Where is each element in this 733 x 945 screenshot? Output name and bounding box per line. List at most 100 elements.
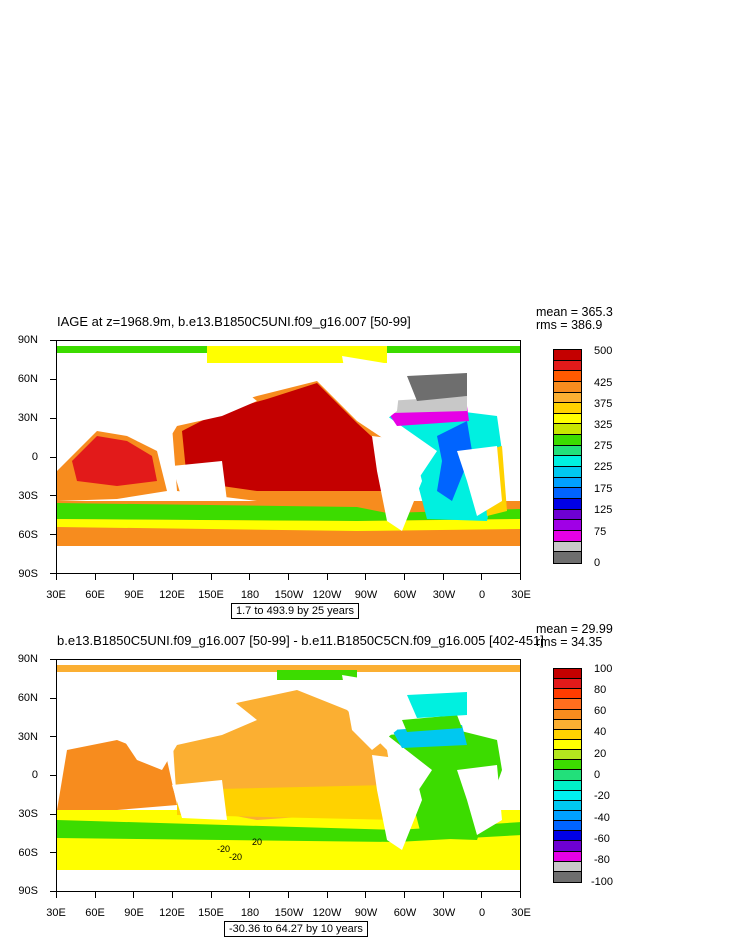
p2-lon-label: 60W — [393, 907, 417, 919]
p2-cbar-label: 0 — [594, 769, 601, 781]
p1-lon-label: 30W — [432, 589, 456, 601]
colorbar-swatch — [554, 413, 581, 425]
p2-arctic-green — [277, 670, 357, 680]
colorbar-swatch — [554, 719, 581, 730]
colorbar-swatch — [554, 699, 581, 710]
p2-arctic — [57, 665, 520, 672]
p1-lon-label: 150W — [274, 589, 304, 601]
p2-lon-label: 180 — [240, 907, 260, 919]
colorbar-swatch — [554, 739, 581, 751]
p2-labrador — [402, 715, 462, 732]
panel2-range-box: -30.36 to 64.27 by 10 years — [224, 921, 368, 937]
p1-cbar-label: 75 — [594, 526, 607, 538]
axis-tick — [443, 574, 444, 580]
p1-lon-label: 180 — [240, 589, 260, 601]
p2-lon-label: 120W — [312, 907, 342, 919]
p2-lat-label: 90N — [17, 653, 38, 665]
p1-cbar-label: 225 — [594, 461, 613, 473]
p2-land-asia — [112, 695, 257, 770]
axis-tick — [288, 892, 289, 898]
p1-lon-label: 60E — [85, 589, 105, 601]
colorbar-swatch — [554, 841, 581, 852]
axis-tick — [404, 892, 405, 898]
axis-tick — [50, 775, 56, 776]
p2-cbar-label: 80 — [594, 684, 607, 696]
p2-cbar-label: -20 — [594, 790, 610, 802]
p1-lat-label: 90S — [18, 568, 38, 580]
colorbar-swatch — [554, 350, 581, 361]
axis-tick — [249, 892, 250, 898]
p1-lat-label: 30N — [17, 412, 38, 424]
axis-tick — [50, 379, 56, 380]
panel2-map: -20 -20 20 — [56, 659, 521, 892]
axis-tick — [50, 418, 56, 419]
p2-lon-label: 90E — [124, 907, 144, 919]
p2-lat-label: 30N — [17, 731, 38, 743]
p1-lon-label: 120E — [159, 589, 185, 601]
p1-cbar-label: 325 — [594, 419, 613, 431]
axis-tick — [50, 534, 56, 535]
axis-tick — [365, 574, 366, 580]
p1-cbar-label: 500 — [594, 345, 613, 357]
axis-tick — [327, 892, 328, 898]
p2-lon-label: 90W — [354, 907, 378, 919]
p1-cbar-label: 175 — [594, 483, 613, 495]
axis-tick — [211, 892, 212, 898]
colorbar-swatch — [554, 780, 581, 791]
p2-lat-label: 0 — [31, 769, 38, 781]
colorbar-swatch — [554, 381, 581, 393]
colorbar-swatch — [554, 760, 581, 771]
p2-lon-label: 30E — [46, 907, 66, 919]
p1-atlantic-deep — [437, 421, 472, 501]
p2-contour-label: -20 — [229, 852, 242, 862]
p1-lon-label: 0 — [478, 589, 486, 601]
axis-tick — [481, 892, 482, 898]
p1-lon-label: 60W — [393, 589, 417, 601]
colorbar-swatch — [554, 541, 581, 553]
axis-tick — [50, 573, 56, 574]
axis-tick — [50, 495, 56, 496]
panel2-field: -20 -20 20 — [57, 665, 520, 891]
p2-cbar-label: 100 — [594, 663, 613, 675]
colorbar-swatch — [554, 392, 581, 404]
axis-tick — [50, 698, 56, 699]
p1-arctic-yellow — [207, 346, 387, 363]
colorbar-swatch — [554, 770, 581, 781]
p1-lat-label: 0 — [31, 451, 38, 463]
colorbar-swatch — [554, 679, 581, 690]
panel1-title: IAGE at z=1968.9m, b.e13.B1850C5UNI.f09_… — [57, 314, 411, 329]
axis-tick — [50, 891, 56, 892]
axis-tick — [288, 574, 289, 580]
panel2-mean: mean = 29.99 — [536, 622, 613, 636]
axis-tick — [211, 574, 212, 580]
colorbar-swatch — [554, 552, 581, 563]
axis-tick — [249, 574, 250, 580]
p1-cbar-label: 275 — [594, 440, 613, 452]
axis-tick — [133, 574, 134, 580]
colorbar-swatch — [554, 477, 581, 489]
axis-tick — [50, 852, 56, 853]
panel2-title: b.e13.B1850C5UNI.f09_g16.007 [50-99] - b… — [57, 633, 544, 648]
axis-tick — [481, 574, 482, 580]
colorbar-swatch — [554, 530, 581, 542]
panel1-mean: mean = 365.3 — [536, 305, 613, 319]
p2-lat-label: 30S — [18, 808, 38, 820]
colorbar-swatch — [554, 851, 581, 862]
p1-lon-label: 30E — [511, 589, 531, 601]
p1-land-asia — [112, 376, 257, 451]
colorbar-swatch — [554, 509, 581, 521]
colorbar-swatch — [554, 810, 581, 822]
p2-nordic-seas — [407, 692, 467, 718]
colorbar-swatch — [554, 800, 581, 811]
p2-land-south-america — [372, 755, 422, 850]
panel1-colorbar — [553, 349, 582, 564]
axis-tick — [327, 574, 328, 580]
panel1-range-box: 1.7 to 493.9 by 25 years — [231, 603, 360, 619]
p1-cbar-label: 0 — [594, 557, 601, 569]
p2-land-australia — [172, 780, 227, 820]
p1-lat-label: 60N — [17, 373, 38, 385]
p1-lat-label: 90N — [17, 334, 38, 346]
axis-tick — [50, 457, 56, 458]
axis-tick — [56, 574, 57, 580]
p1-lon-label: 90E — [124, 589, 144, 601]
